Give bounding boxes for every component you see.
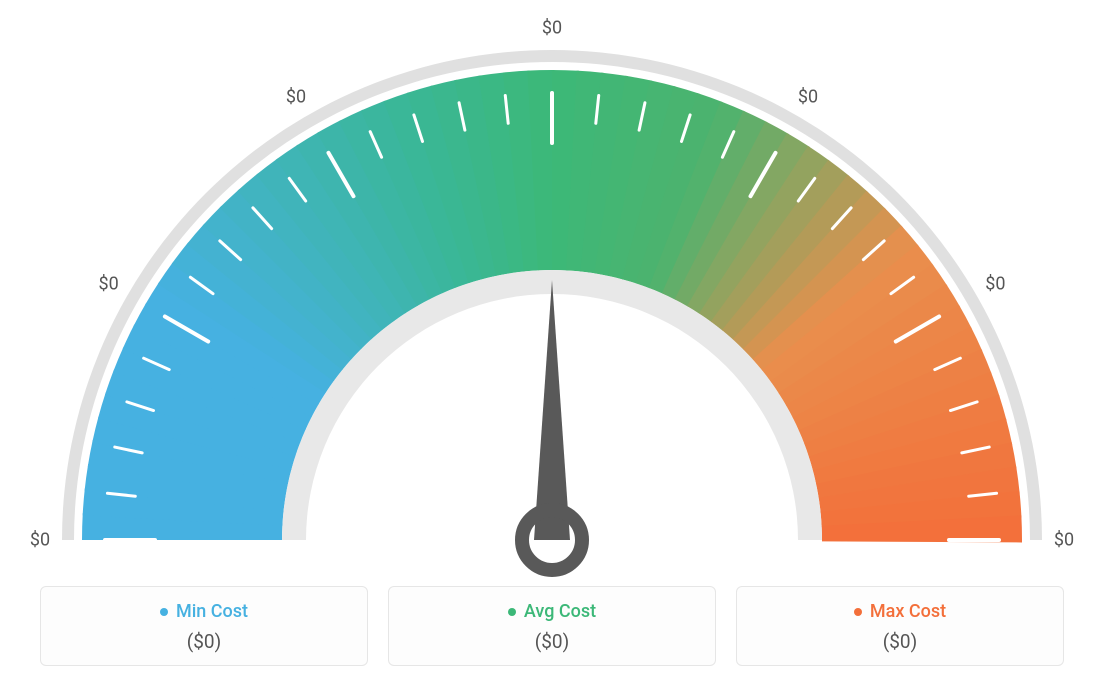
legend-dot-min — [160, 608, 168, 616]
legend-card-max: Max Cost ($0) — [736, 586, 1064, 667]
legend-value-avg: ($0) — [399, 630, 705, 653]
legend-label-avg: Avg Cost — [508, 601, 596, 622]
legend-value-max: ($0) — [747, 630, 1053, 653]
gauge-scale-label: $0 — [30, 530, 50, 551]
legend-value-min: ($0) — [51, 630, 357, 653]
legend-dot-avg — [508, 608, 516, 616]
legend-row: Min Cost ($0) Avg Cost ($0) Max Cost ($0… — [40, 586, 1064, 667]
legend-text-max: Max Cost — [870, 601, 946, 622]
legend-label-min: Min Cost — [160, 601, 248, 622]
gauge-scale-label: $0 — [286, 86, 306, 107]
legend-text-min: Min Cost — [176, 601, 248, 622]
gauge-scale-label: $0 — [98, 274, 118, 295]
gauge-scale-label: $0 — [1054, 530, 1074, 551]
gauge-scale-label: $0 — [798, 86, 818, 107]
legend-card-min: Min Cost ($0) — [40, 586, 368, 667]
legend-dot-max — [854, 608, 862, 616]
gauge-scale-label: $0 — [542, 18, 562, 39]
gauge-scale-label: $0 — [985, 274, 1005, 295]
legend-card-avg: Avg Cost ($0) — [388, 586, 716, 667]
legend-label-max: Max Cost — [854, 601, 946, 622]
gauge-chart: $0$0$0$0$0$0$0 — [42, 20, 1062, 580]
gauge-svg — [42, 20, 1062, 580]
legend-text-avg: Avg Cost — [524, 601, 596, 622]
